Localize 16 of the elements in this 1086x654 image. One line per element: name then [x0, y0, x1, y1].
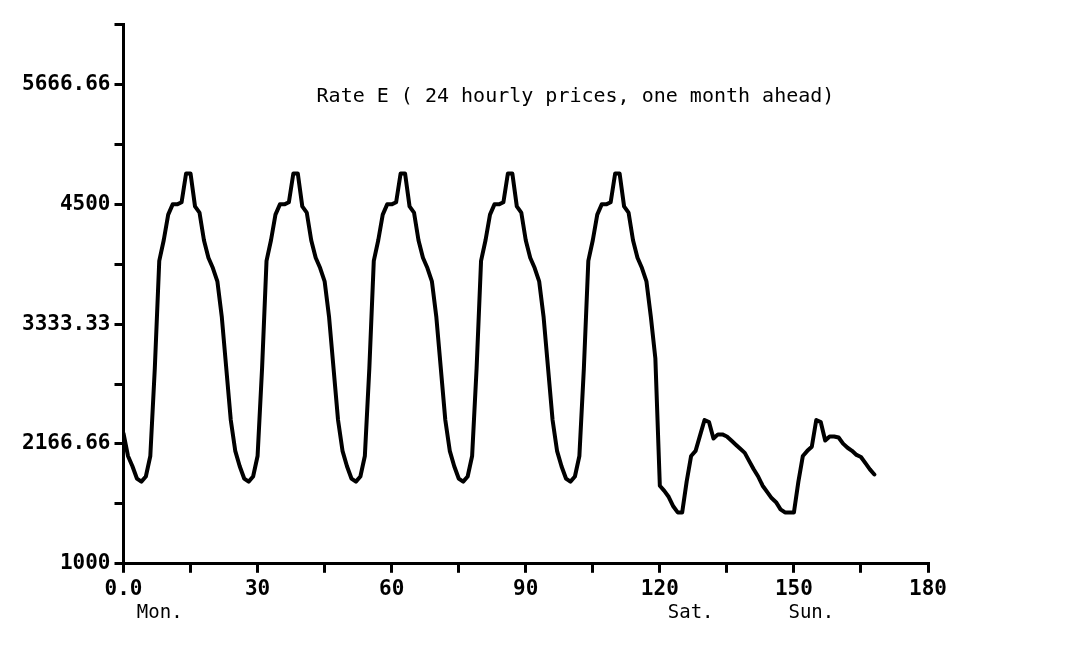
text: Sat.	[667, 600, 714, 623]
x-tick-label: 60	[379, 575, 405, 600]
text: Mon.	[136, 600, 183, 623]
x-tick-label: 180	[909, 575, 947, 600]
x-tick-label: 0.0	[104, 575, 143, 600]
x-tick-label: 120	[640, 575, 679, 600]
x-tick-label: 90	[513, 575, 539, 600]
text: Rate E ( 24 hourly prices, one month ahead)	[316, 82, 835, 107]
x-tick-label: 150	[774, 575, 813, 600]
y-tick-label: 1000	[59, 550, 111, 575]
x-tick-label: 30	[244, 575, 271, 600]
y-tick-label: 4500	[59, 190, 111, 215]
text: Sun.	[788, 600, 835, 623]
y-tick-label: 2166.66	[21, 430, 111, 455]
y-tick-label: 3333.33	[21, 310, 111, 335]
y-tick-label: 5666.66	[21, 70, 111, 95]
